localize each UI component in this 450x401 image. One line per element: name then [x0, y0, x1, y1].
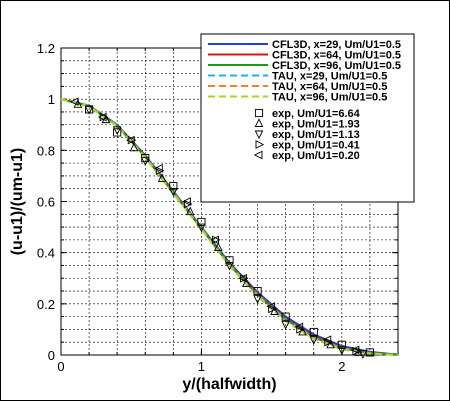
exp-marker-triangle-left	[182, 197, 191, 206]
legend-box	[200, 33, 415, 203]
exp-marker-triangle-left	[238, 273, 247, 283]
exp-marker-triangle-left	[210, 235, 219, 245]
exp-marker-square	[169, 182, 178, 191]
x-tick-label: 0	[57, 359, 64, 374]
exp-marker-triangle-up	[213, 242, 223, 252]
exp-marker-triangle-right	[155, 166, 165, 176]
legend-entry: TAU, x=96, Um/U1=0.5	[272, 92, 387, 104]
exp-marker-triangle-down	[358, 350, 368, 359]
exp-marker-triangle-down	[197, 223, 206, 233]
exp-marker-square	[337, 340, 346, 349]
exp-marker-square	[113, 128, 122, 137]
exp-marker-triangle-down	[253, 295, 262, 304]
exp-marker-triangle-up	[185, 206, 195, 216]
legend-marker-triangle-down	[254, 130, 264, 140]
exp-marker-triangle-right	[324, 337, 333, 347]
exp-marker-triangle-down	[337, 346, 347, 356]
legend-entry: TAU, x=29, Um/U1=0.5	[272, 71, 387, 83]
exp-marker-square	[365, 348, 374, 357]
legend-marker-triangle-left	[253, 150, 263, 160]
legend-entry: TAU, x=64, Um/U1=0.5	[272, 81, 387, 93]
x-axis-label: y/(halfwidth)	[182, 376, 276, 393]
exp-marker-triangle-right	[183, 199, 193, 209]
legend-marker-triangle-right	[255, 140, 265, 149]
exp-marker-triangle-down	[84, 105, 94, 115]
legend-marker-square	[254, 108, 264, 118]
exp-marker-triangle-up	[354, 347, 364, 356]
exp-marker-triangle-right	[99, 112, 109, 122]
exp-marker-triangle-down	[140, 157, 150, 166]
exp-marker-triangle-left	[154, 163, 163, 173]
legend-entry: CFL3D, x=29, Um/U1=0.5	[272, 39, 401, 51]
exp-marker-square	[225, 256, 234, 265]
y-tick-label: 0.4	[37, 246, 55, 261]
exp-marker-triangle-right	[268, 304, 277, 314]
exp-marker-triangle-left	[126, 135, 135, 145]
legend-entry: exp, Um/U1=0.41	[272, 140, 360, 152]
exp-marker-square	[197, 217, 206, 227]
exp-marker-triangle-right	[240, 273, 249, 283]
exp-marker-triangle-right	[352, 346, 362, 356]
exp-marker-triangle-up	[157, 173, 167, 182]
exp-marker-square	[281, 312, 290, 321]
y-tick-label: 0	[48, 348, 55, 363]
y-tick-label: 1.2	[37, 41, 55, 56]
exp-marker-triangle-right	[212, 235, 221, 245]
y-tick-label: 0.2	[37, 297, 55, 312]
exp-marker-triangle-down	[309, 336, 319, 345]
exp-marker-triangle-left	[69, 97, 79, 107]
exp-marker-triangle-down	[225, 262, 234, 271]
exp-marker-triangle-left	[350, 345, 360, 355]
exp-marker-triangle-up	[242, 278, 251, 287]
x-tick-label: 1	[198, 359, 205, 374]
exp-marker-triangle-down	[112, 126, 122, 136]
exp-marker-square	[253, 286, 262, 296]
exp-marker-square	[309, 327, 318, 337]
exp-marker-triangle-down	[281, 320, 290, 330]
x-tick-label: 2	[338, 359, 345, 374]
exp-marker-triangle-up	[129, 142, 139, 152]
y-axis-label: (u-u1)/(um-u1)	[9, 148, 26, 256]
legend-entry: CFL3D, x=96, Um/U1=0.5	[272, 60, 401, 72]
legend-marker-triangle-up	[254, 118, 264, 127]
exp-marker-triangle-left	[322, 335, 332, 344]
legend-entry: exp, Um/U1=0.20	[272, 150, 360, 162]
y-tick-label: 0.6	[37, 195, 55, 210]
exp-marker-triangle-left	[266, 302, 276, 311]
exp-marker-triangle-up	[73, 99, 83, 108]
legend-entry: exp, Um/U1=1.13	[272, 129, 360, 141]
exp-marker-triangle-down	[169, 187, 178, 197]
legend-entry: exp, Um/U1=1.93	[272, 119, 360, 131]
legend-entry: exp, Um/U1=6.64	[272, 108, 361, 120]
y-tick-label: 1	[48, 92, 55, 107]
exp-marker-triangle-right	[296, 325, 305, 334]
legend-entry: CFL3D, x=64, Um/U1=0.5	[272, 50, 401, 62]
y-tick-label: 0.8	[37, 143, 55, 158]
exp-marker-triangle-left	[294, 322, 304, 332]
exp-marker-triangle-left	[97, 112, 107, 122]
exp-marker-triangle-right	[127, 135, 137, 145]
